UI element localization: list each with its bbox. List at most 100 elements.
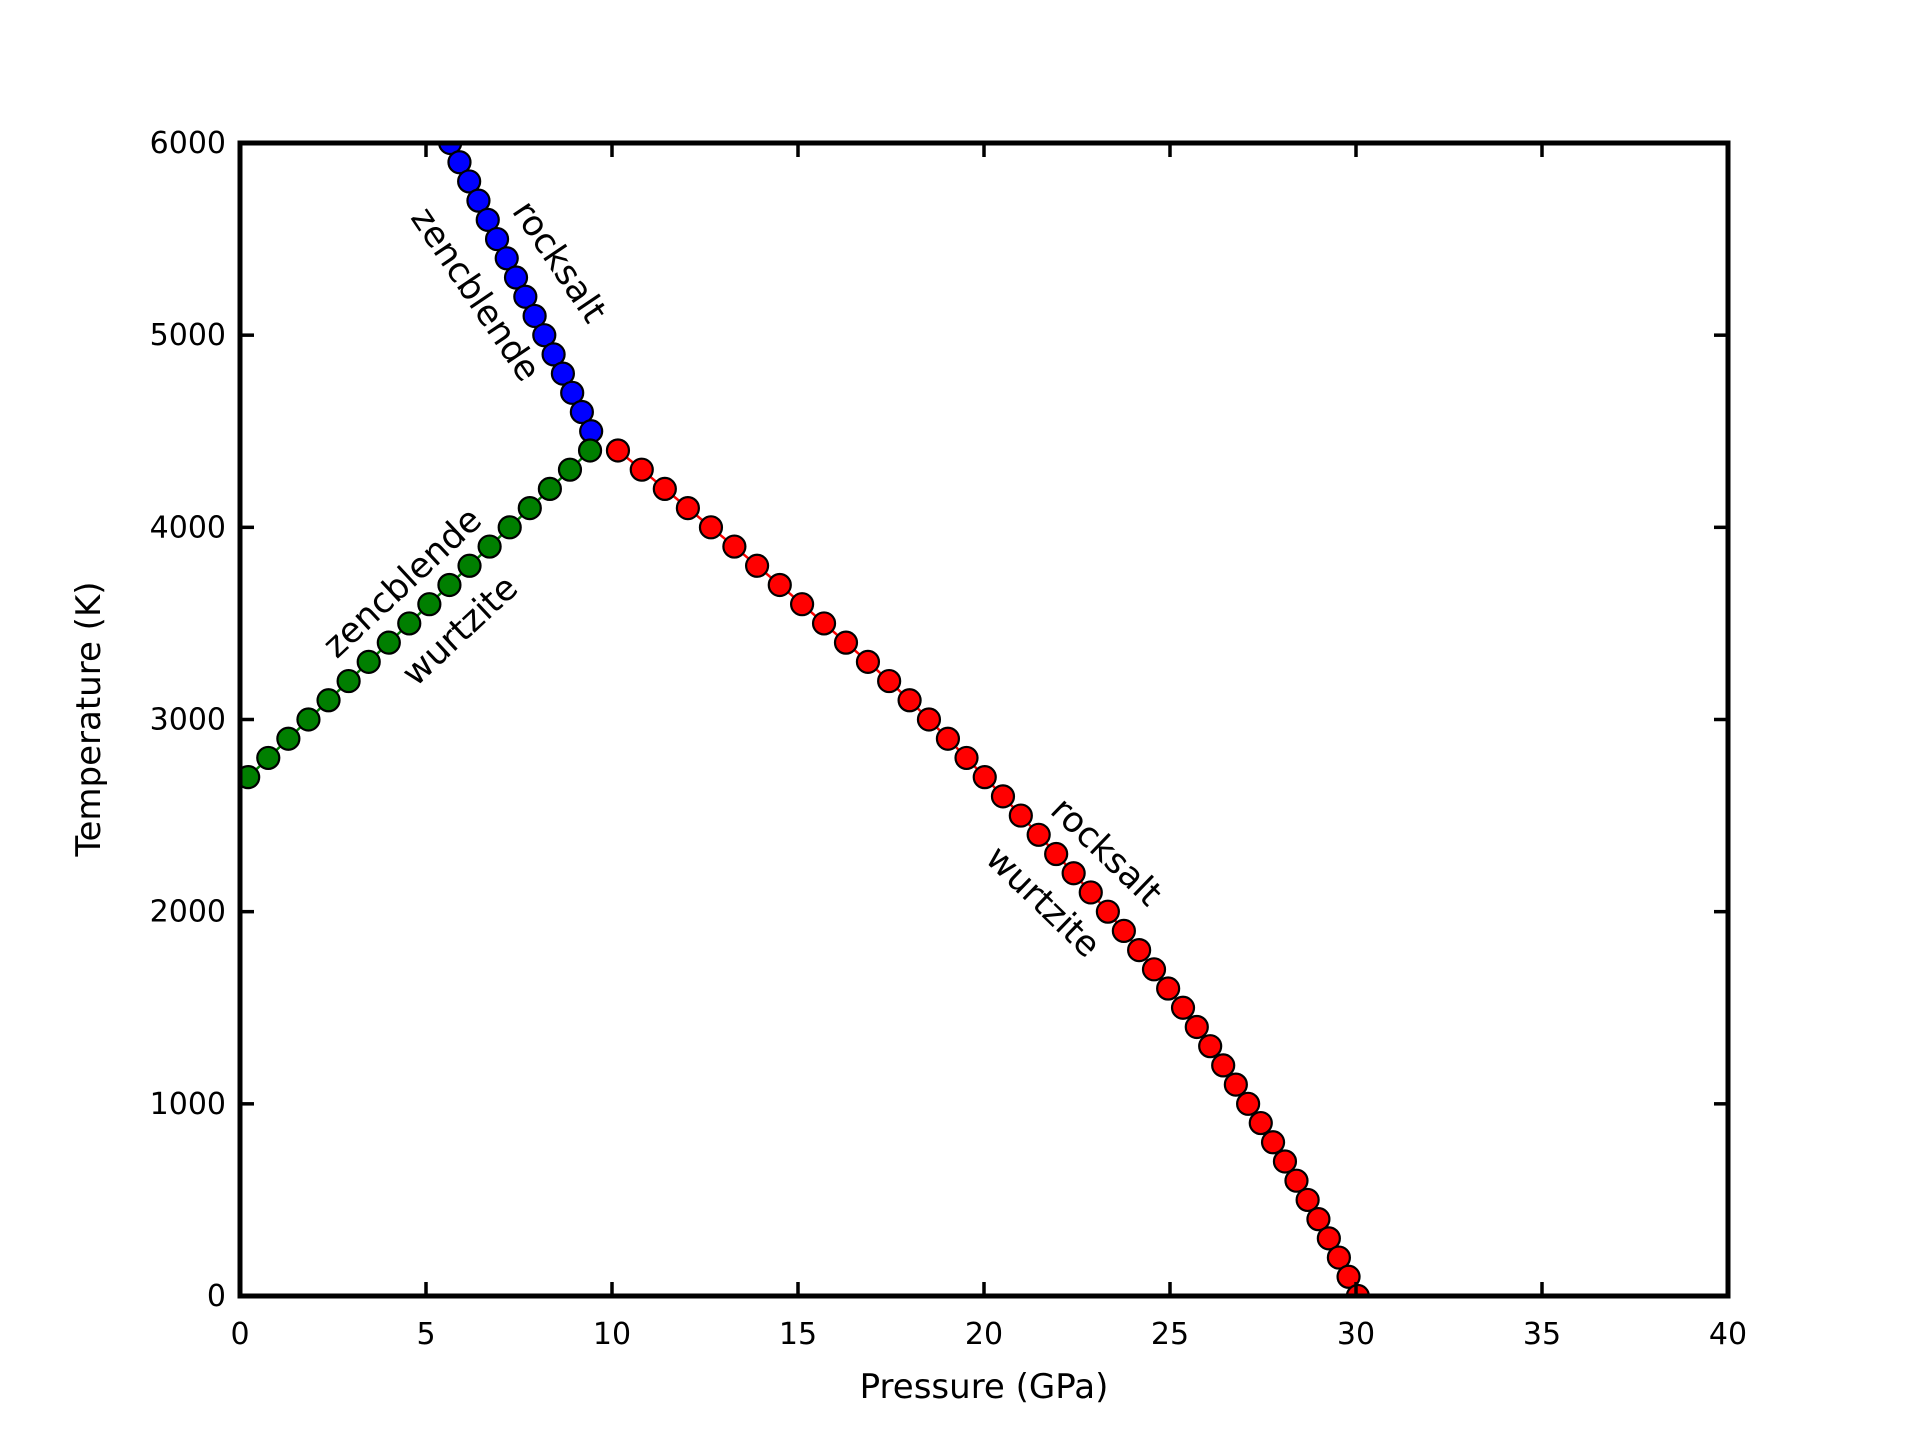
data-point xyxy=(1272,1149,1298,1174)
x-axis-title: Pressure (GPa) xyxy=(860,1367,1109,1407)
data-point xyxy=(560,380,585,405)
x-tick-label: 20 xyxy=(965,1317,1003,1352)
data-point xyxy=(916,707,942,732)
data-point xyxy=(1223,1072,1248,1097)
data-point xyxy=(557,457,583,482)
data-point xyxy=(457,553,482,578)
data-point xyxy=(466,188,491,213)
data-point xyxy=(833,630,859,655)
data-point xyxy=(744,553,770,578)
y-tick-label: 0 xyxy=(207,1279,226,1314)
series-line xyxy=(247,449,591,779)
y-tick-label: 6000 xyxy=(150,126,226,161)
data-point xyxy=(1248,1110,1273,1136)
y-tick-label: 4000 xyxy=(150,510,226,545)
data-point xyxy=(1184,1014,1209,1040)
data-point xyxy=(503,265,529,290)
series-rocksalt-zencblende-boundary xyxy=(438,143,604,444)
data-point xyxy=(698,515,724,540)
y-tick-label: 3000 xyxy=(150,703,226,738)
series-layer xyxy=(240,143,1370,1296)
data-point xyxy=(629,457,654,482)
data-point xyxy=(767,572,792,598)
x-tick-label: 0 xyxy=(230,1317,249,1352)
data-point xyxy=(1211,1053,1236,1078)
x-tick-label: 15 xyxy=(779,1317,817,1352)
data-point xyxy=(935,726,961,751)
data-point xyxy=(475,207,500,232)
y-tick-label: 1000 xyxy=(150,1087,226,1122)
data-point xyxy=(1198,1034,1223,1059)
data-point xyxy=(789,592,815,617)
data-point xyxy=(1295,1187,1320,1213)
x-tick-label: 25 xyxy=(1151,1317,1189,1352)
data-point xyxy=(1284,1168,1309,1193)
x-tick-label: 5 xyxy=(416,1317,435,1352)
x-tick-label: 40 xyxy=(1709,1317,1747,1352)
y-axis-title: Temperature (K) xyxy=(69,581,109,857)
data-point xyxy=(1306,1207,1331,1232)
data-point xyxy=(447,150,472,175)
data-point xyxy=(1061,861,1086,886)
data-point xyxy=(537,476,562,501)
series-rocksalt-wurtzite-boundary xyxy=(605,438,1370,1296)
data-point xyxy=(1044,841,1069,867)
data-point xyxy=(437,572,462,598)
data-point xyxy=(477,534,502,559)
data-point xyxy=(541,342,566,367)
data-point xyxy=(276,726,301,751)
data-point xyxy=(1026,822,1051,847)
data-point xyxy=(356,649,381,674)
data-point xyxy=(532,323,557,348)
data-point xyxy=(1345,1283,1370,1296)
data-point xyxy=(1156,976,1181,1001)
x-tick-label: 35 xyxy=(1523,1317,1561,1352)
data-point xyxy=(1316,1226,1341,1251)
data-point xyxy=(1141,957,1167,982)
axes-layer: 0 5 10 15 20 25 30 35 40 0 1000 2000 3000 4000 5000 600… xyxy=(150,126,1747,1352)
data-point xyxy=(1236,1091,1261,1116)
plot-border xyxy=(237,140,1731,1299)
data-point xyxy=(240,765,261,790)
series-zencblende-wurtzite-boundary xyxy=(240,438,603,790)
data-point xyxy=(652,476,677,501)
data-point xyxy=(722,534,747,559)
data-point xyxy=(522,303,547,329)
data-point xyxy=(256,745,281,771)
data-point xyxy=(675,496,700,521)
data-point xyxy=(417,592,442,617)
data-point xyxy=(397,611,422,636)
data-point xyxy=(517,496,542,521)
data-point xyxy=(897,688,922,713)
data-point xyxy=(605,438,631,463)
y-tick-label: 5000 xyxy=(150,318,226,353)
data-point xyxy=(550,361,575,386)
data-point xyxy=(1095,899,1120,924)
x-tick-label: 30 xyxy=(1337,1317,1375,1352)
data-point xyxy=(457,169,482,194)
data-point xyxy=(376,630,401,655)
data-point xyxy=(1127,937,1152,963)
data-point xyxy=(1326,1245,1351,1270)
data-point xyxy=(1170,995,1196,1020)
data-point xyxy=(484,226,510,252)
data-point xyxy=(855,649,881,674)
y-tick-label: 2000 xyxy=(150,895,226,930)
data-point xyxy=(1078,880,1103,905)
data-point xyxy=(1336,1264,1361,1289)
data-point xyxy=(316,688,341,713)
data-point xyxy=(569,399,594,425)
data-point xyxy=(336,668,361,694)
phase-label: rocksalt xyxy=(504,194,614,331)
data-point xyxy=(497,515,522,540)
data-point xyxy=(296,707,321,732)
x-tick-label: 10 xyxy=(593,1317,631,1352)
data-point xyxy=(972,765,997,790)
data-point xyxy=(494,246,519,271)
data-point xyxy=(811,611,837,636)
data-point xyxy=(577,438,603,463)
data-point xyxy=(1111,918,1136,943)
data-point xyxy=(877,668,902,694)
